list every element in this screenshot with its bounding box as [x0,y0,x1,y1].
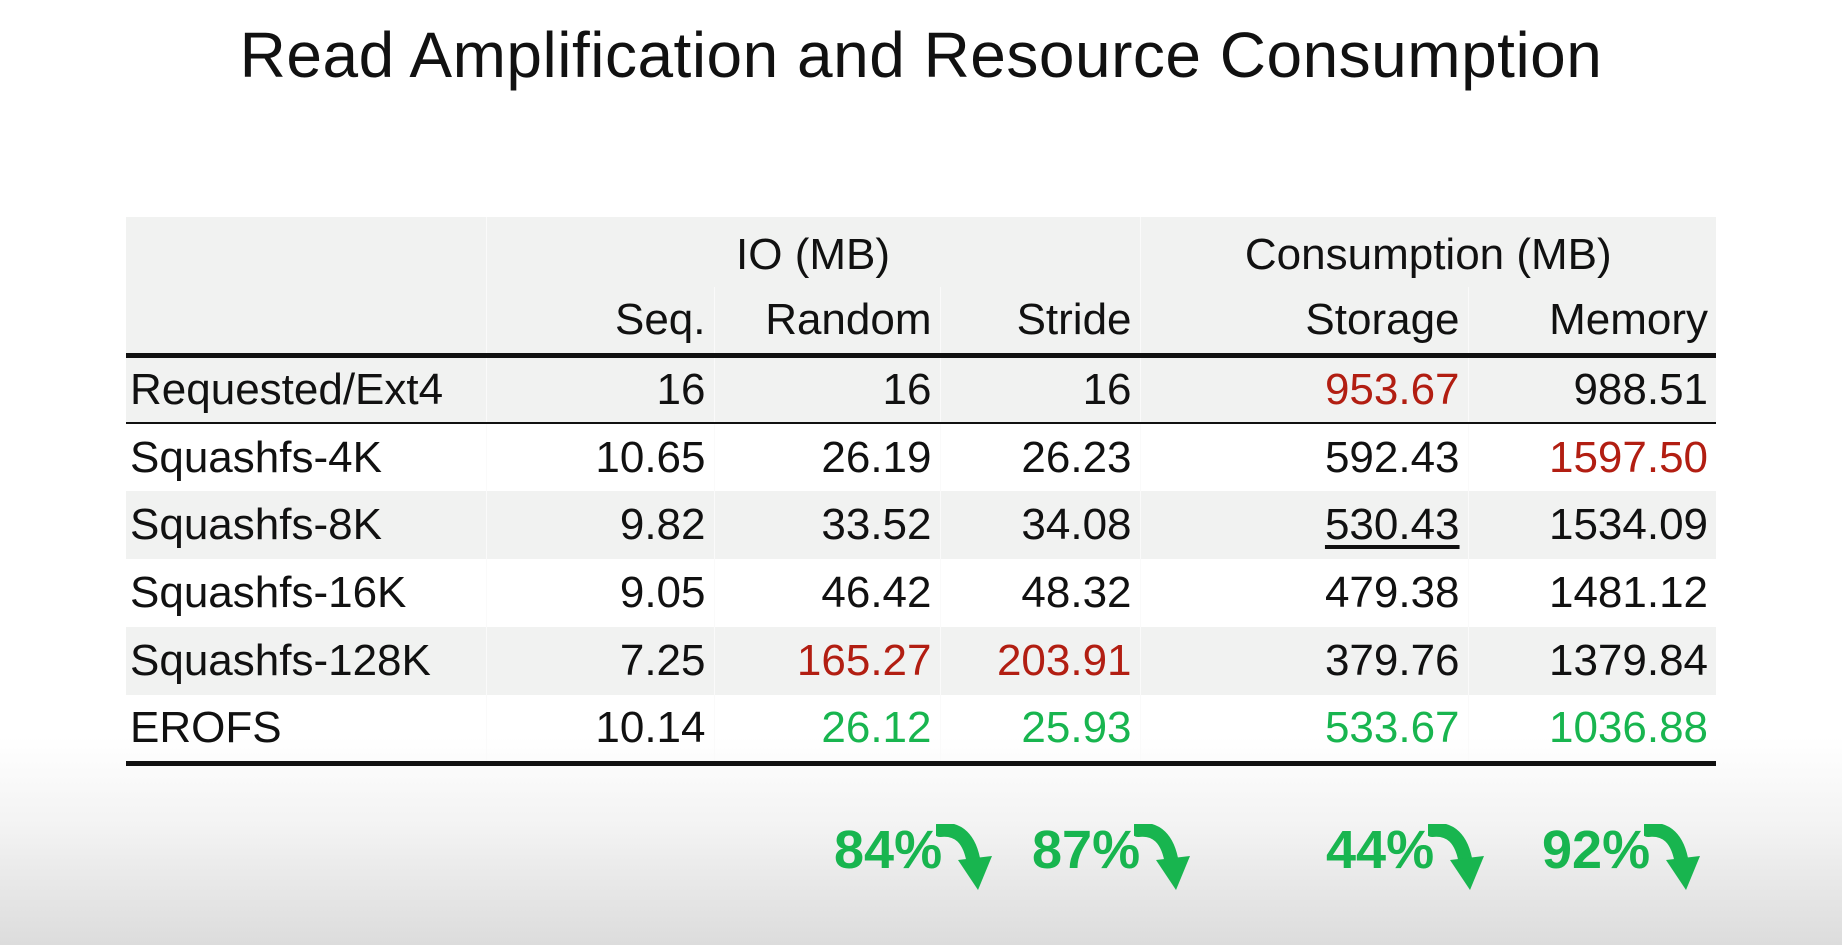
row-label: Squashfs-4K [130,432,382,482]
table-row: Squashfs-4K 10.65 26.19 26.23 592.43 159… [126,423,1717,491]
reduction-value: 84% [834,820,943,880]
cell-random: 26.12 [713,695,940,763]
row-label: Squashfs-128K [126,627,486,695]
col-header-seq: Seq. [485,287,714,355]
cell-seq: 9.05 [485,559,714,627]
random-reduction: 84% [834,806,994,894]
table-row: Squashfs-128K 7.25 165.27 203.91 379.76 … [126,627,1717,695]
row-label: Squashfs-16K [130,568,407,617]
cell-memory: 1481.12 [1467,559,1717,627]
cell-random: 46.42 [713,559,940,627]
cell-memory: 1597.50 [1467,423,1717,491]
cell-stride: 48.32 [939,559,1141,627]
cell-stride: 26.23 [939,423,1141,491]
arrow-curved-down-right-icon [936,824,993,890]
arrow-curved-down-right-icon [1134,824,1191,890]
header-empty [126,287,486,355]
column-header-row: Seq. Random Stride Storage Memory [126,287,1717,355]
slide-title: Read Amplification and Resource Consumpt… [239,19,1603,91]
col-header-random: Random [713,287,940,355]
cell-random: 165.27 [713,627,940,695]
results-table: IO (MB) Consumption (MB) Seq. Random Str… [126,217,1717,766]
reduction-value: 92% [1542,820,1651,880]
stride-reduction: 87% [1032,806,1192,894]
underlined-value: 530.43 [1324,500,1460,549]
cell-memory: 1036.88 [1467,695,1717,763]
arrow-curved-down-right-icon [1428,824,1485,890]
cell-storage: 530.43 [1139,491,1469,559]
col-header-storage: Storage [1139,287,1469,355]
cell-seq: 7.25 [485,627,714,695]
arrow-curved-down-right-icon [1644,824,1701,890]
cell-random: 26.19 [713,423,940,491]
cell-seq: 9.82 [485,491,714,559]
cell-memory: 1379.84 [1467,627,1717,695]
cell-storage: 592.43 [1139,423,1469,491]
reduction-value: 44% [1326,820,1435,880]
cell-storage: 953.67 [1139,355,1469,423]
reduction-value: 87% [1032,820,1141,880]
row-label: Squashfs-8K [126,491,486,559]
row-label: EROFS [130,702,282,752]
cell-random: 33.52 [713,491,940,559]
cell-stride: 34.08 [939,491,1141,559]
group-header-row: IO (MB) Consumption (MB) [126,217,1717,287]
table-row: Squashfs-16K 9.05 46.42 48.32 479.38 148… [126,559,1717,627]
cell-stride: 203.91 [939,627,1141,695]
cell-memory: 1534.09 [1467,491,1717,559]
memory-reduction: 92% [1542,806,1702,894]
cell-stride: 25.93 [939,695,1141,763]
io-group-header: IO (MB) [485,217,1141,287]
cell-storage: 533.67 [1139,695,1469,763]
consumption-group-header: Consumption (MB) [1139,217,1717,287]
header-empty [126,217,486,287]
cell-seq: 16 [485,355,714,423]
col-header-stride: Stride [939,287,1141,355]
table-row: EROFS 10.14 26.12 25.93 533.67 1036.88 [126,695,1717,763]
row-label: Requested/Ext4 [126,355,486,423]
cell-random: 16 [713,355,940,423]
table-row: Requested/Ext4 16 16 16 953.67 988.51 [126,355,1717,423]
storage-reduction: 44% [1326,806,1486,894]
cell-stride: 16 [939,355,1141,423]
cell-storage: 479.38 [1139,559,1469,627]
col-header-memory: Memory [1467,287,1717,355]
cell-memory: 988.51 [1467,355,1717,423]
cell-seq: 10.65 [485,423,714,491]
table-row: Squashfs-8K 9.82 33.52 34.08 530.43 1534… [126,491,1717,559]
cell-seq: 10.14 [485,695,714,763]
cell-storage: 379.76 [1139,627,1469,695]
